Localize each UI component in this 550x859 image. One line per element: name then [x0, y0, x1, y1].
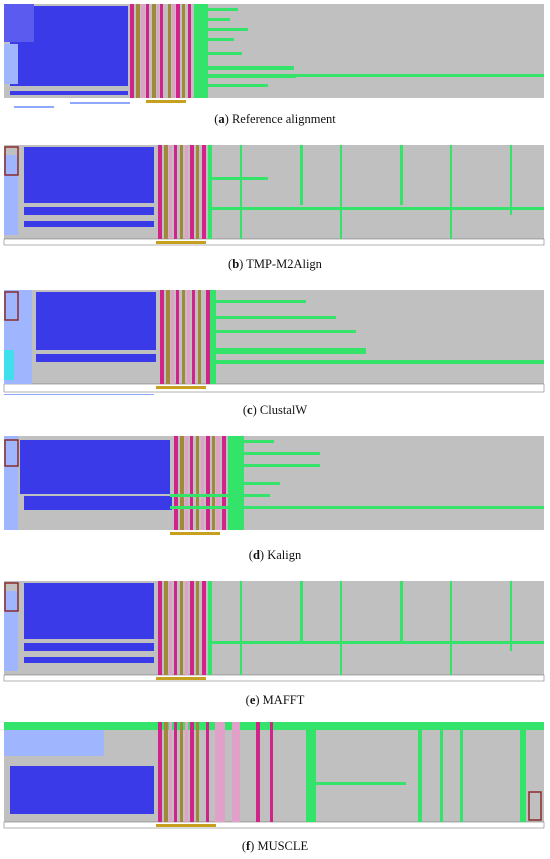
alignment-panel-b: [0, 145, 550, 250]
caption-b: (b) TMP-M2Align: [228, 257, 322, 271]
alignment-panel-f: [0, 722, 550, 832]
caption-method-a: Reference alignment: [231, 112, 336, 126]
caption-method-d: Kalign: [267, 548, 302, 562]
caption-letter-e: e: [249, 693, 256, 707]
caption-method-b: TMP-M2Align: [246, 257, 322, 271]
alignment-image-b: [3, 145, 545, 246]
alignment-panel-e: [0, 581, 550, 686]
caption-method-c: ClustalW: [259, 403, 308, 417]
alignment-panel-a: [0, 4, 550, 109]
alignment-image-d: [4, 436, 544, 535]
caption-letter-c: c: [247, 403, 253, 417]
caption-f: (f) MUSCLE: [241, 839, 309, 853]
caption-letter-f: f: [246, 839, 251, 853]
caption-letter-b: b: [232, 257, 240, 271]
alignment-image-f: [3, 722, 545, 829]
caption-letter-a: a: [218, 112, 225, 126]
alignment-image-a: [4, 4, 544, 108]
caption-letter-d: d: [252, 548, 260, 562]
alignment-panel-c: [0, 290, 550, 395]
caption-method-e: MAFFT: [262, 693, 305, 707]
caption-e: (e) MAFFT: [245, 693, 305, 707]
alignment-image-c: [3, 290, 545, 395]
alignment-panel-d: [0, 436, 550, 541]
caption-c: (c) ClustalW: [242, 403, 308, 417]
caption-a: (a) Reference alignment: [214, 112, 336, 126]
caption-d: (d) Kalign: [248, 548, 302, 562]
caption-method-f: MUSCLE: [257, 839, 309, 853]
alignment-image-e: [3, 581, 545, 682]
